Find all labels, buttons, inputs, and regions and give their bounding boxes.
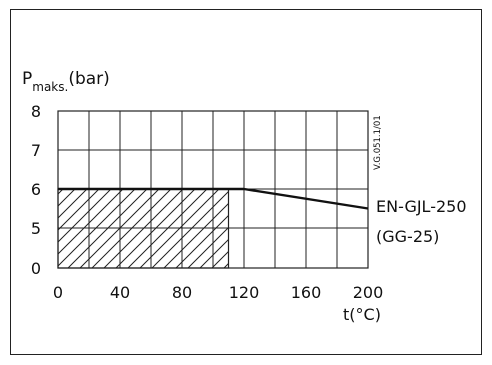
series-line-0: [58, 187, 369, 210]
y-axis-label-sub: maks.: [32, 80, 68, 94]
reference-code: V.G.051.1/01: [373, 115, 383, 170]
x-tick-label: 160: [291, 283, 322, 302]
y-tick-label: 7: [31, 141, 41, 160]
y-tick-label: 5: [31, 219, 41, 238]
y-tick-label: 0: [31, 259, 41, 278]
x-tick-label: 40: [110, 283, 130, 302]
y-axis-label-main: P: [22, 69, 32, 89]
y-tick-label: 8: [31, 102, 41, 121]
series-label-line1: EN-GJL-250: [376, 197, 467, 216]
y-tick-label: 6: [31, 180, 41, 199]
x-tick-label: 0: [53, 283, 63, 302]
y-axis-label: Pmaks.(bar): [22, 69, 110, 94]
y-axis-label-unit: (bar): [68, 69, 109, 89]
x-tick-label: 80: [172, 283, 192, 302]
x-axis-label: t(°C): [343, 305, 381, 324]
x-tick-label: 200: [353, 283, 384, 302]
x-tick-label: 120: [229, 283, 260, 302]
series-label-line2: (GG-25): [376, 227, 439, 246]
